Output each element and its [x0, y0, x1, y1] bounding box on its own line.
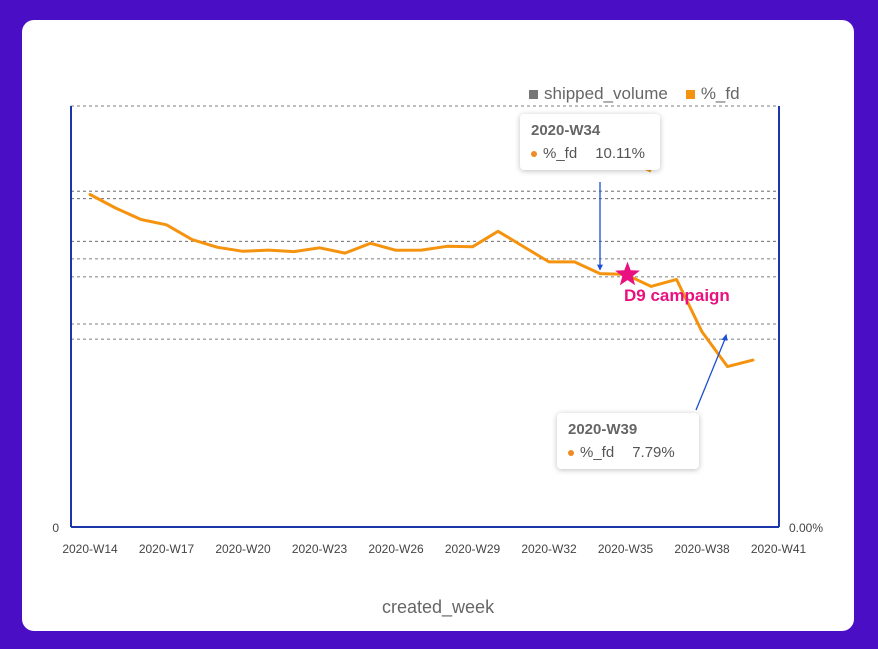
legend-label-shipped-volume: shipped_volume: [544, 84, 668, 103]
x-tick-label-1: 2020-W17: [139, 542, 195, 556]
tooltip-title: 2020-W39: [568, 421, 638, 438]
tooltip-pointer-w39: [695, 337, 727, 411]
series-dot-icon: [568, 449, 574, 456]
x-tick-label-2: 2020-W20: [215, 542, 271, 556]
tooltip-value: 7.79%: [632, 444, 675, 461]
x-tick-label-6: 2020-W32: [521, 542, 577, 556]
left-axis-zero-label: 0: [52, 521, 59, 535]
tooltip-row: %_fd 10.11%: [531, 145, 649, 162]
tooltip-row: %_fd 7.79%: [568, 444, 688, 461]
x-tick-label-8: 2020-W38: [674, 542, 730, 556]
series-line-fd: [88, 193, 755, 369]
x-tick-label-7: 2020-W35: [598, 542, 654, 556]
line-chart: 0 0.00% 2020-W14 2020-W17 2020-W20 2020-W23 20…: [52, 105, 823, 556]
tooltip-w34: 2020-W34 %_fd 10.11%: [520, 114, 660, 170]
x-tick-label-5: 2020-W29: [445, 542, 501, 556]
tooltip-pointer-head-w39: [721, 333, 728, 341]
tooltip-pointer-head-w34: [597, 264, 603, 271]
legend-item-shipped-volume[interactable]: shipped_volume: [529, 84, 668, 104]
legend: shipped_volume %_fd: [529, 84, 740, 104]
legend-swatch-fd: [685, 89, 695, 99]
tooltip-series: %_fd: [543, 145, 578, 162]
x-axis-title: created_week: [382, 597, 495, 617]
x-tick-label-0: 2020-W14: [62, 542, 118, 556]
x-tick-label-9: 2020-W41: [751, 542, 807, 556]
tooltip-series: %_fd: [580, 444, 615, 461]
legend-item-fd[interactable]: %_fd: [685, 84, 740, 104]
right-axis-zero-label: 0.00%: [789, 521, 823, 535]
chart-card: 0 0.00% 2020-W14 2020-W17 2020-W20 2020-W23 20…: [22, 20, 854, 631]
legend-label-fd: %_fd: [700, 84, 740, 103]
tooltip-w39: 2020-W39 %_fd 7.79%: [557, 413, 699, 469]
x-tick-label-3: 2020-W23: [292, 542, 348, 556]
campaign-annotation-label: D9 campaign: [624, 286, 730, 305]
series-dot-icon: [531, 150, 537, 157]
campaign-star-icon: [615, 261, 640, 286]
legend-swatch-shipped-volume: [529, 89, 538, 99]
x-tick-label-4: 2020-W26: [368, 542, 424, 556]
tooltip-title: 2020-W34: [531, 122, 601, 139]
tooltip-value: 10.11%: [595, 145, 645, 162]
